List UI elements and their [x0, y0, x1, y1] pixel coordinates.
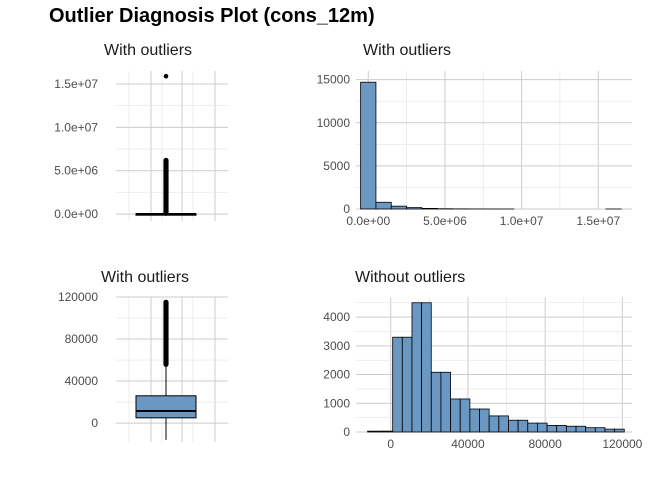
y-tick-label: 1000	[323, 396, 350, 410]
y-tick-label: 5.0e+06	[54, 164, 98, 178]
x-tick-label: 5.0e+06	[423, 214, 467, 228]
x-tick-label: 40000	[451, 437, 485, 451]
y-tick-label: 0.0e+00	[54, 207, 98, 221]
histogram-bar	[604, 428, 616, 433]
histogram-bar	[360, 81, 377, 210]
x-tick-label: 0.0e+00	[346, 214, 390, 228]
y-tick-label: 10000	[317, 116, 351, 130]
outlier-point	[163, 299, 169, 305]
panel-title: With outliers	[101, 269, 189, 286]
y-tick-label: 0	[343, 202, 350, 216]
histogram-bar	[411, 302, 423, 433]
x-tick-label: 80000	[528, 437, 562, 451]
histogram-bar	[594, 427, 606, 433]
y-tick-label: 1.0e+07	[54, 120, 98, 134]
y-tick-label: 5000	[323, 159, 350, 173]
panel-histogram-with-outliers: With outliers 0 5000 10000 15000 0.0e+00 5.0e…	[317, 42, 632, 228]
histogram-bar	[406, 207, 423, 210]
histogram-bar	[367, 430, 384, 433]
y-tick-label: 40000	[65, 374, 99, 388]
panel-boxplot-with-outliers-full: With outliers 0.0e+00 5.0e+06 1.0e+07 1.5e+…	[54, 42, 228, 221]
outlier-point	[163, 157, 169, 163]
y-tick-label: 4000	[323, 310, 350, 324]
histogram-bar	[421, 207, 438, 210]
histogram-bar	[375, 201, 392, 210]
panel-title: With outliers	[363, 42, 451, 59]
histogram-bar	[537, 422, 548, 433]
histogram-bar	[546, 424, 558, 433]
histogram-bar	[527, 422, 538, 433]
x-tick-label: 1.5e+07	[576, 214, 620, 228]
y-tick-label: 3000	[323, 339, 350, 353]
y-tick-label: 2000	[323, 368, 350, 382]
plot-area: 0.0e+00 5.0e+06 1.0e+07 1.5e+07	[54, 71, 228, 221]
histogram-bar	[430, 371, 442, 433]
plot-area: 0 5000 10000 15000 0.0e+00 5.0e+06 1.0e+07 1.5e…	[317, 71, 632, 228]
y-tick-label: 0	[91, 416, 98, 430]
histogram-bar	[565, 425, 577, 433]
histogram-bar	[450, 398, 461, 433]
histogram-bar	[479, 408, 490, 433]
box-iqr	[135, 395, 197, 419]
histogram-bar	[459, 398, 471, 433]
histogram-bar	[575, 425, 587, 433]
x-tick-label: 0	[387, 437, 394, 451]
histogram-bar	[382, 430, 394, 433]
y-tick-label: 120000	[58, 290, 98, 304]
histogram-bar	[585, 427, 596, 433]
figure-title: Outlier Diagnosis Plot (cons_12m)	[49, 5, 375, 27]
histogram-bar	[421, 302, 432, 433]
histogram-bar	[390, 205, 407, 210]
histogram-bar	[469, 408, 480, 433]
y-tick-label: 1.5e+07	[54, 77, 98, 91]
y-tick-label: 80000	[65, 332, 99, 346]
panel-boxplot-with-outliers-zoom: With outliers 0 40000 80000 120000	[58, 269, 228, 442]
panel-title: Without outliers	[355, 269, 465, 286]
panel-title: With outliers	[104, 42, 192, 59]
histogram-bar	[614, 428, 625, 433]
x-tick-label: 1.0e+07	[500, 214, 544, 228]
y-tick-label: 15000	[317, 73, 351, 87]
plot-area: 0 40000 80000 120000	[58, 290, 228, 442]
histogram-bar	[392, 336, 403, 433]
histogram-bar	[508, 419, 519, 433]
histogram-bar	[556, 424, 567, 433]
y-tick-label: 0	[343, 425, 350, 439]
histogram-bar	[488, 415, 500, 433]
histogram-bar	[498, 415, 509, 433]
x-tick-label: 120000	[602, 437, 642, 451]
histogram-bar	[517, 419, 529, 433]
outlier-point	[163, 73, 169, 79]
histogram-bar	[401, 336, 413, 433]
histogram-bar	[440, 371, 451, 433]
